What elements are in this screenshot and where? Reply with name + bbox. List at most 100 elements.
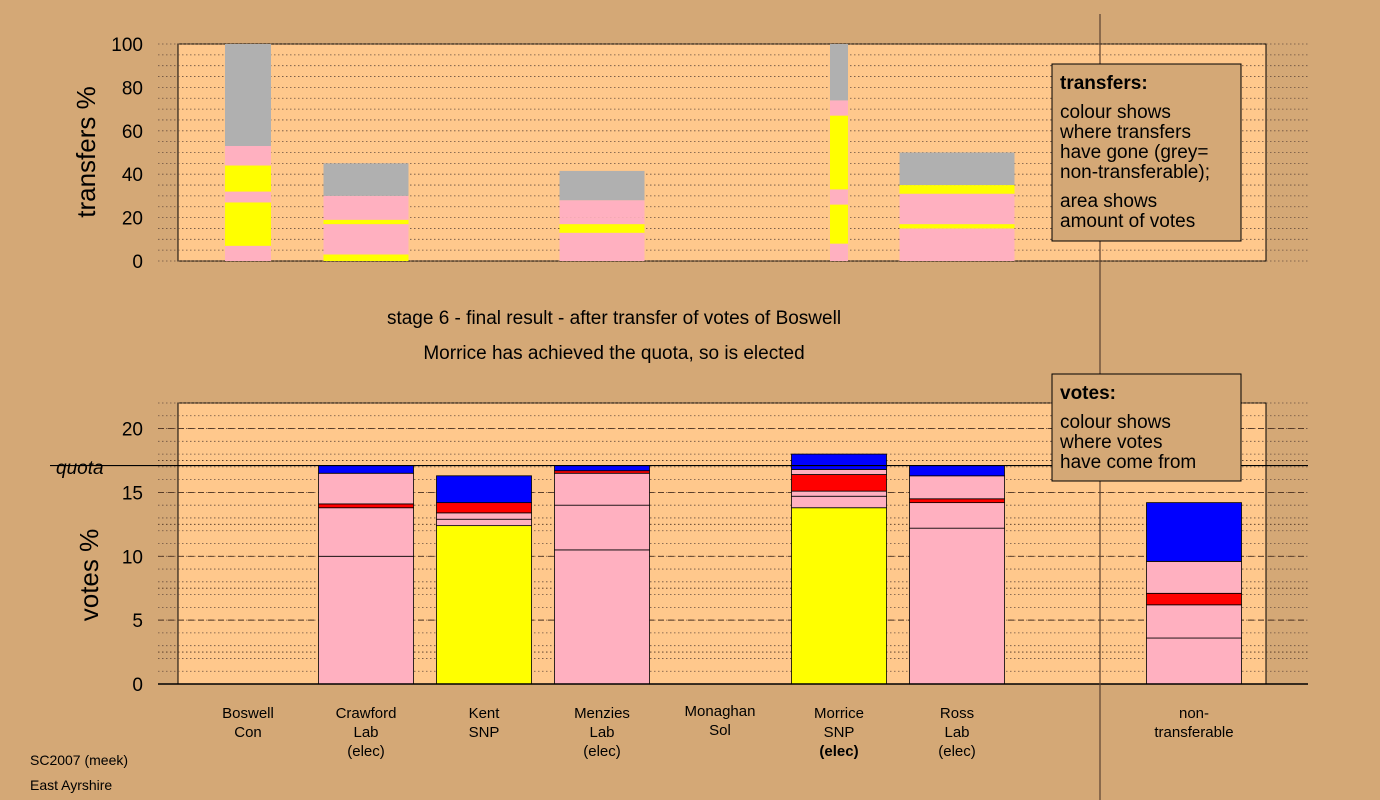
votes-bar-segment (554, 465, 650, 472)
candidate-label-line: Monaghan (685, 703, 756, 720)
candidate-label-line: SNP (469, 724, 500, 741)
transfers-bars (225, 44, 1015, 261)
votes-bar-segment (436, 525, 532, 685)
votes-bar-segment (318, 465, 414, 474)
candidate-label-line: Kent (469, 705, 501, 722)
transfers-bar-segment (225, 202, 271, 246)
votes-y-tick-label: 15 (122, 483, 143, 504)
votes-bar-segment (791, 474, 887, 492)
votes-y-tick-label: 20 (122, 420, 143, 441)
transfers-y-ticks: 0 20 40 60 80 100 (111, 35, 143, 273)
transfers-bar-segment (899, 193, 1015, 225)
votes-bar-segment (791, 453, 887, 470)
transfers-bar-segment (559, 224, 645, 233)
votes-bar-segment (554, 549, 650, 685)
votes-y-ticks: 0 5 10 15 20 (122, 420, 143, 696)
candidate-label-line: Con (234, 724, 262, 741)
legend-line: colour shows (1060, 412, 1171, 433)
candidate-label-line: Menzies (574, 705, 630, 722)
candidate-label-line: (elec) (938, 743, 976, 760)
transfers-bar-segment (225, 44, 271, 146)
transfers-bar-segment (899, 224, 1015, 229)
votes-bar-segment (909, 502, 1005, 529)
transfers-bar-segment (225, 191, 271, 203)
transfers-bar-segment (899, 152, 1015, 186)
footer-constituency: East Ayrshire (30, 777, 113, 793)
votes-y-axis-label: votes % (74, 529, 104, 622)
votes-bar-segment (318, 507, 414, 557)
footer-source: SC2007 (meek) (30, 752, 129, 768)
legend-line: have come from (1060, 452, 1196, 473)
candidate-label-line: Crawford (336, 705, 397, 722)
votes-bar-segment (1146, 502, 1242, 562)
transfers-bar-segment (830, 204, 848, 244)
votes-bar-segment (1146, 604, 1242, 639)
legend-line: where transfers (1059, 122, 1191, 143)
candidate-label-line: transferable (1154, 724, 1233, 741)
result-subtitle: Morrice has achieved the quota, so is el… (423, 343, 804, 364)
legend-line: where votes (1059, 432, 1162, 453)
transfers-y-tick-label: 20 (122, 209, 143, 230)
candidate-labels: Boswell Con Crawford Lab (elec) Kent SNP Menzie… (222, 703, 1233, 760)
transfers-bar-segment (323, 219, 409, 225)
transfers-y-tick-label: 80 (122, 78, 143, 99)
transfers-legend-box (1051, 63, 1242, 242)
votes-bar-segment (1146, 560, 1242, 594)
transfers-legend-title: transfers: (1060, 73, 1148, 94)
votes-bar-segment (436, 512, 532, 520)
transfers-y-tick-label: 100 (111, 35, 143, 56)
transfers-bar-segment (225, 245, 271, 261)
votes-bar-segment (436, 518, 532, 527)
votes-y-tick-label: 10 (122, 547, 143, 568)
votes-bar-segment (909, 475, 1005, 500)
transfers-bar-segment (830, 100, 848, 116)
votes-panel: quota 0 5 10 15 20 votes % (50, 402, 1308, 696)
transfers-bar-segment (830, 44, 848, 101)
transfers-bar-segment (559, 217, 645, 225)
votes-bar-segment (554, 472, 650, 506)
candidate-label-line: Lab (944, 724, 969, 741)
votes-bar-segment (909, 527, 1005, 685)
candidate-label-line: Sol (709, 722, 731, 739)
transfers-bar-segment (323, 224, 409, 255)
votes-bar-segment (1146, 637, 1242, 685)
transfers-bar-segment (899, 185, 1015, 194)
transfers-bar-segment (323, 254, 409, 261)
transfers-bar-segment (559, 200, 645, 218)
candidate-label-line: Lab (353, 724, 378, 741)
legend-line: amount of votes (1060, 211, 1195, 232)
votes-bar-segment (318, 472, 414, 505)
transfers-y-axis-label: transfers % (71, 86, 101, 218)
votes-y-tick-label: 5 (132, 611, 143, 632)
votes-legend-box (1051, 373, 1242, 482)
legend-line: colour shows (1060, 102, 1171, 123)
votes-bar-segment (791, 507, 887, 685)
votes-bar-segment (318, 503, 414, 509)
votes-bar-segment (791, 490, 887, 497)
votes-y-tick-label: 0 (132, 675, 143, 696)
transfers-bar-segment (899, 228, 1015, 261)
candidate-label-line: SNP (824, 724, 855, 741)
candidate-label-line: (elec) (583, 743, 621, 760)
candidate-label-line: Ross (940, 705, 974, 722)
votes-bar-segment (436, 475, 532, 504)
stage-subtitle: stage 6 - final result - after transfer … (387, 308, 841, 329)
transfers-bar-segment (225, 165, 271, 192)
votes-bar-segment (436, 502, 532, 514)
transfers-bar-segment (323, 195, 409, 220)
candidate-label-line: Boswell (222, 705, 274, 722)
candidate-label-line: Morrice (814, 705, 864, 722)
transfers-bar-segment (225, 145, 271, 166)
transfers-bar-segment (830, 189, 848, 205)
transfers-y-tick-label: 0 (132, 252, 143, 273)
votes-bar-segment (791, 495, 887, 509)
transfers-bar-segment (559, 170, 645, 201)
transfers-y-tick-label: 60 (122, 122, 143, 143)
transfers-bar-segment (559, 232, 645, 261)
legend-line: non-transferable); (1060, 162, 1210, 183)
